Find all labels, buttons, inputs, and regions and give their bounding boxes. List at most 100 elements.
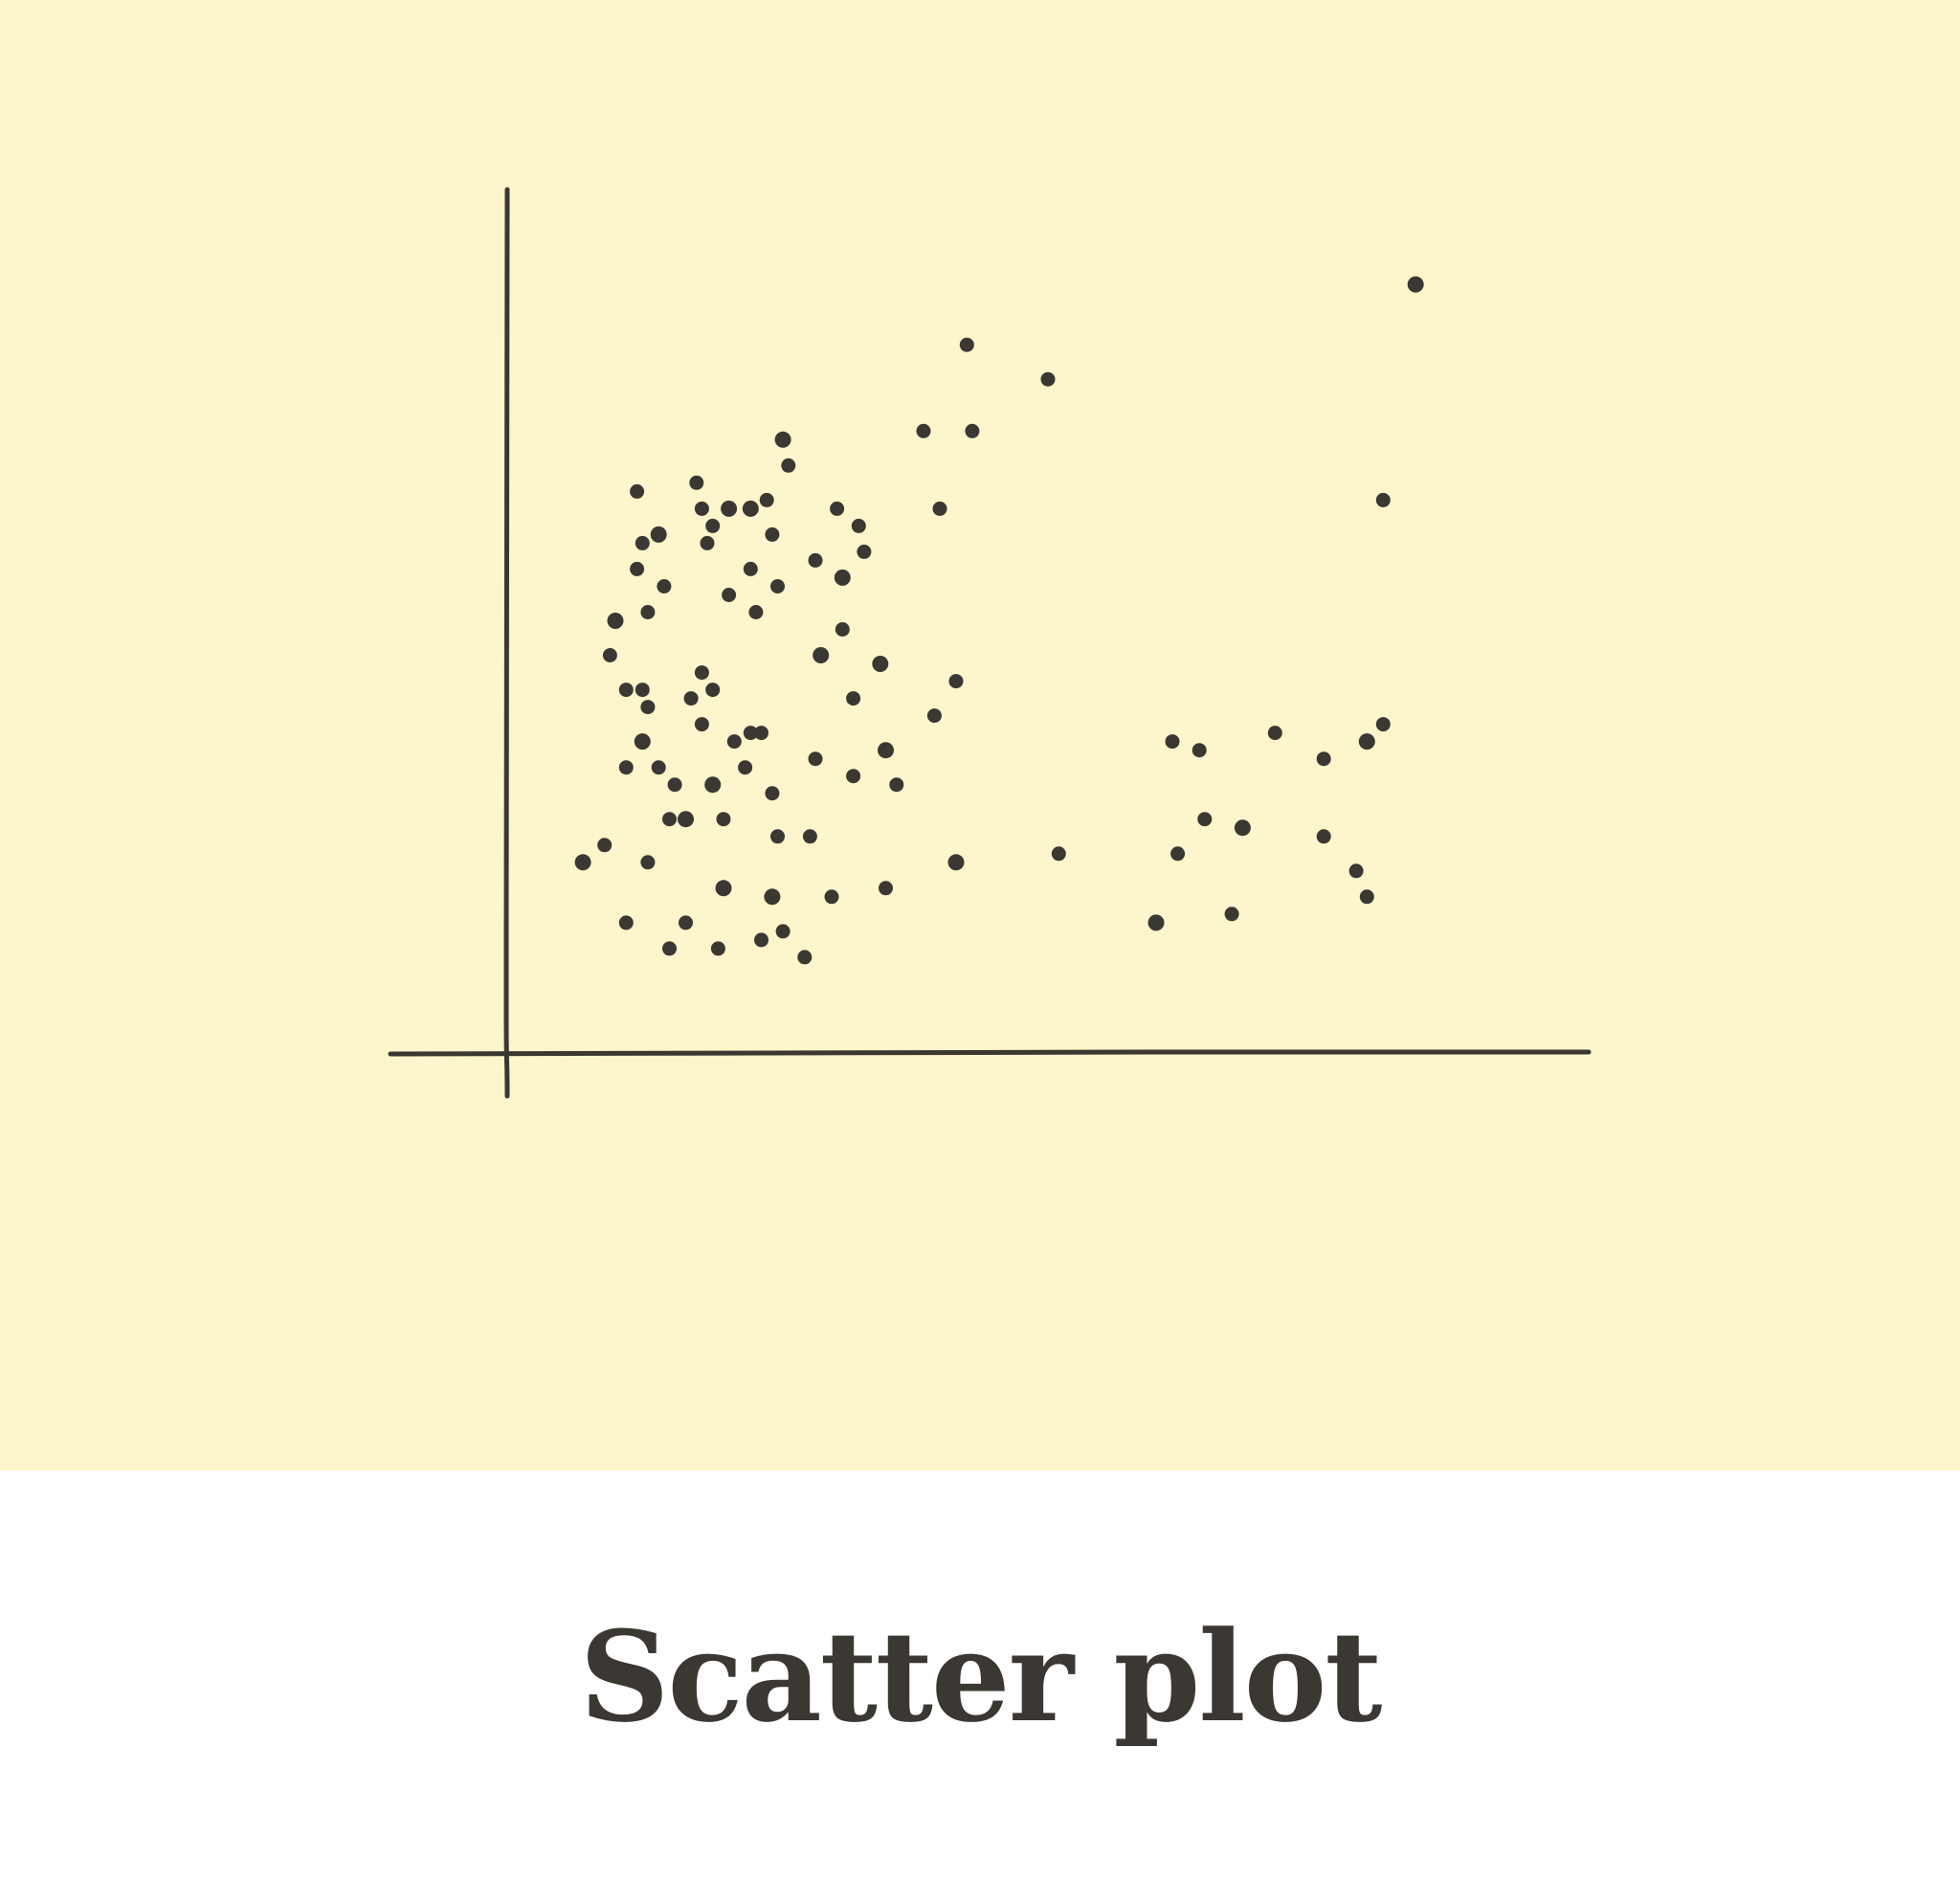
data-point [667,777,682,793]
data-point [602,648,617,662]
data-point [1165,734,1180,750]
data-point [764,888,781,906]
data-point [1407,276,1424,293]
plot-panel [0,0,1960,1470]
data-point [802,829,817,844]
data-point [1375,717,1391,732]
data-point [705,683,721,698]
data-point [662,941,677,956]
data-point [813,647,830,663]
data-point [640,605,656,619]
caption-area: Scatter plot [0,1470,1960,1882]
data-point [630,561,645,576]
data-point [830,501,845,516]
data-point [1348,863,1364,879]
data-point [694,501,709,516]
data-point [574,854,591,871]
data-point [808,751,823,767]
data-point [824,889,839,905]
data-point [1040,371,1056,387]
data-point [926,708,942,724]
data-point [694,717,709,732]
data-point [640,855,656,870]
data-point [738,760,753,775]
data-point [705,518,721,533]
data-point [851,518,866,533]
data-point [1051,846,1066,862]
data-point [651,760,666,775]
data-point [1267,726,1282,741]
data-point [597,838,612,853]
data-point [774,431,791,448]
data-point [657,579,672,594]
data-point [754,726,768,741]
data-point [835,622,850,637]
data-point [715,880,732,897]
y-axis-line [502,187,510,1099]
data-point [846,691,861,706]
data-point [742,500,759,517]
data-point [889,777,904,793]
data-point [678,811,694,828]
data-point [618,760,634,775]
data-point [650,526,667,543]
data-point [1197,812,1213,827]
data-point [1359,889,1374,905]
data-point [710,941,725,956]
data-point [1358,733,1375,751]
data-point [704,776,722,794]
data-point [797,950,813,965]
data-point [965,423,980,438]
data-point [1316,829,1331,844]
data-point [959,337,974,352]
data-point [846,769,861,784]
data-point [775,924,791,939]
data-point [743,561,758,576]
data-point [618,683,634,698]
data-point [630,483,645,499]
data-point [754,932,768,948]
data-point [770,579,785,594]
data-point [1192,743,1207,758]
data-point [683,691,699,706]
data-point [948,674,964,689]
data-point [716,812,731,827]
data-point [1147,914,1165,931]
x-axis-line [388,1049,1592,1057]
data-point [722,588,737,602]
data-point [878,742,894,759]
data-point [635,535,650,550]
data-point [1316,751,1331,767]
data-point [765,786,780,801]
data-point [721,500,738,517]
data-point [872,656,889,672]
data-point [947,854,965,871]
data-point [694,665,709,681]
data-points [574,276,1424,965]
data-point [916,423,931,438]
data-point [726,734,742,750]
data-point [1234,819,1251,837]
data-point [662,812,677,827]
data-point [765,527,780,542]
data-point [932,501,947,516]
data-point [640,700,656,715]
data-point [700,535,715,550]
data-point [679,915,693,930]
data-point [1170,846,1186,862]
scatter-plot [388,187,1592,1099]
data-point [834,569,851,586]
data-point [759,492,774,507]
data-point [689,475,704,490]
caption-title: Scatter plot [579,1602,1383,1750]
data-point [770,829,785,844]
data-point [635,683,650,698]
data-point [618,915,634,930]
data-point [781,458,796,473]
data-point [634,733,651,751]
data-point [857,544,872,559]
data-point [743,726,758,741]
data-point [1375,492,1391,507]
data-point [607,613,624,629]
